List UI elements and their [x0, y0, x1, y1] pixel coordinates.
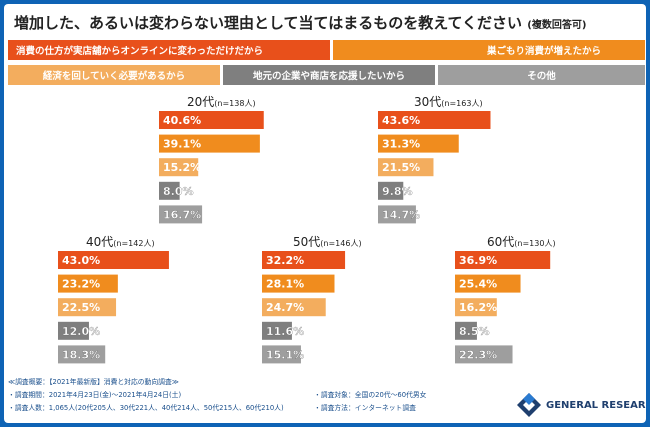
survey-period: ・調査期間：2021年4月23日(金)～2021年4月24日(土) [8, 391, 182, 399]
bar-60代-2 [455, 274, 521, 293]
bar-value-label: 8.0% [163, 185, 194, 198]
legend-label: 巣ごもり消費が増えたから [486, 46, 601, 57]
group-n: (n=142人) [113, 239, 155, 248]
bar-value-label: 43.0% [62, 254, 100, 267]
bar-20代-5 [159, 205, 203, 224]
bar-50代-1 [262, 251, 346, 269]
group-n: (n=138人) [214, 99, 256, 108]
bar-value-label: 8.5% [459, 325, 490, 338]
survey-heading: ≪調査概要：【2021年最新版】消費と対応の動向調査≫ [8, 378, 179, 386]
group-heading-20s: 20代(n=138人) [187, 93, 256, 110]
group-n: (n=130人) [514, 239, 556, 248]
bar-30代-4 [378, 181, 404, 200]
bar-value-label: 23.2% [62, 278, 100, 291]
survey-respondents: ・調査人数：1,065人(20代205人、30代221人、40代214人、50代… [8, 404, 284, 412]
bar-value-label: 31.3% [382, 138, 420, 151]
legend-item-4: 地元の企業や商店を応援したいから [223, 65, 435, 85]
bar-20代-1 [159, 111, 264, 129]
bar-value-label: 14.7% [382, 208, 420, 221]
group-label: 50代 [293, 235, 321, 249]
bar-chart: 40.6% 39.1% 15.2% 8.0% 16.7% 43.6% 31.3% 21.5% 9… [58, 111, 551, 364]
bar-value-label: 15.2% [163, 161, 201, 174]
bar-value-label: 22.3% [459, 348, 497, 361]
group-n: (n=146人) [320, 239, 362, 248]
bar-value-label: 40.6% [163, 114, 201, 127]
bar-20代-2 [159, 134, 260, 153]
bar-value-label: 16.2% [459, 301, 497, 314]
infographic-card: 増加した、あるいは変わらない理由として当てはまるものを教えてください (複数回答… [4, 4, 646, 423]
bar-value-label: 15.1% [266, 348, 304, 361]
bar-40代-1 [58, 251, 169, 269]
title-note: (複数回答可) [527, 20, 587, 31]
bar-50代-3 [262, 298, 326, 317]
legend-item-1: 消費の仕方が実店舗からオンラインに変わっただけだから [8, 40, 330, 60]
bar-value-label: 28.1% [266, 278, 304, 291]
bar-60代-1 [455, 251, 551, 269]
bar-60代-5 [455, 345, 513, 364]
legend-label: 地元の企業や商店を応援したいから [252, 71, 405, 82]
bar-60代-4 [455, 321, 477, 340]
legend-item-3: 経済を回していく必要があるから [8, 65, 220, 85]
bar-40代-5 [58, 345, 106, 364]
group-heading-50s: 50代(n=146人) [293, 233, 362, 250]
bar-50代-5 [262, 345, 301, 364]
survey-method: ・調査方法：インターネット調査 [314, 404, 416, 412]
bar-value-label: 16.7% [163, 208, 201, 221]
bar-value-label: 32.2% [266, 254, 304, 267]
group-heading-60s: 60代(n=130人) [487, 233, 556, 250]
survey-target: ・調査対象：全国の20代～60代男女 [314, 391, 427, 399]
legend-label: 消費の仕方が実店舗からオンラインに変わっただけだから [16, 46, 264, 57]
bar-value-label: 24.7% [266, 301, 304, 314]
group-label: 40代 [86, 235, 114, 249]
title-main: 増加した、あるいは変わらない理由として当てはまるものを教えてください [14, 14, 523, 32]
group-label: 60代 [487, 235, 515, 249]
legend-label: その他 [527, 71, 556, 82]
group-n: (n=163人) [441, 99, 483, 108]
bar-30代-3 [378, 158, 434, 177]
bar-60代-3 [455, 298, 497, 317]
bar-value-label: 18.3% [62, 348, 100, 361]
group-label: 20代 [187, 95, 215, 109]
general-research-logo-icon [517, 393, 541, 417]
group-heading-40s: 40代(n=142人) [86, 233, 155, 250]
bar-value-label: 11.6% [266, 325, 304, 338]
legend-label: 経済を回していく必要があるから [42, 71, 186, 82]
bar-value-label: 39.1% [163, 138, 201, 151]
group-label: 30代 [414, 95, 442, 109]
page-title: 増加した、あるいは変わらない理由として当てはまるものを教えてください (複数回答… [14, 12, 586, 33]
bar-value-label: 12.0% [62, 325, 100, 338]
bar-30代-2 [378, 134, 459, 153]
group-heading-30s: 30代(n=163人) [414, 93, 483, 110]
bar-30代-1 [378, 111, 491, 129]
bar-value-label: 22.5% [62, 301, 100, 314]
bar-20代-3 [159, 158, 199, 177]
bar-value-label: 43.6% [382, 114, 420, 127]
bar-40代-4 [58, 321, 89, 340]
logo-text: GENERAL RESEARCH [546, 400, 646, 411]
bar-value-label: 21.5% [382, 161, 420, 174]
bar-50代-2 [262, 274, 335, 293]
bar-20代-4 [159, 181, 180, 200]
bar-30代-5 [378, 205, 416, 224]
bar-value-label: 25.4% [459, 278, 497, 291]
bar-value-label: 36.9% [459, 254, 497, 267]
bar-value-label: 9.8% [382, 185, 413, 198]
bar-50代-4 [262, 321, 292, 340]
legend-item-2: 巣ごもり消費が増えたから [333, 40, 645, 60]
bar-40代-3 [58, 298, 117, 317]
legend-item-5: その他 [438, 65, 645, 85]
bar-40代-2 [58, 274, 118, 293]
